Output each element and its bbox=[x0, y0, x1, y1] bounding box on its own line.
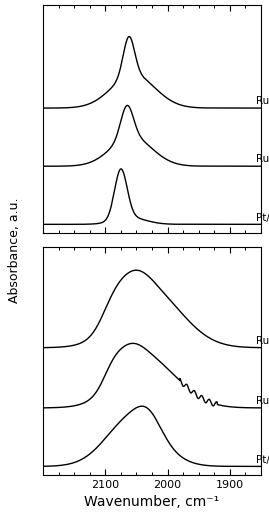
X-axis label: Wavenumber, cm⁻¹: Wavenumber, cm⁻¹ bbox=[84, 495, 220, 509]
Text: Pt/SiAl: Pt/SiAl bbox=[256, 212, 269, 222]
Text: Ru/SiAl: Ru/SiAl bbox=[256, 96, 269, 106]
Text: Absorbance, a.u.: Absorbance, a.u. bbox=[8, 198, 21, 303]
Text: Ru-Pt/SiAl: Ru-Pt/SiAl bbox=[256, 155, 269, 164]
Text: Pt/Al: Pt/Al bbox=[256, 455, 269, 465]
Text: Ru-Pt/Al: Ru-Pt/Al bbox=[256, 396, 269, 406]
Text: Ru/Al: Ru/Al bbox=[256, 336, 269, 346]
